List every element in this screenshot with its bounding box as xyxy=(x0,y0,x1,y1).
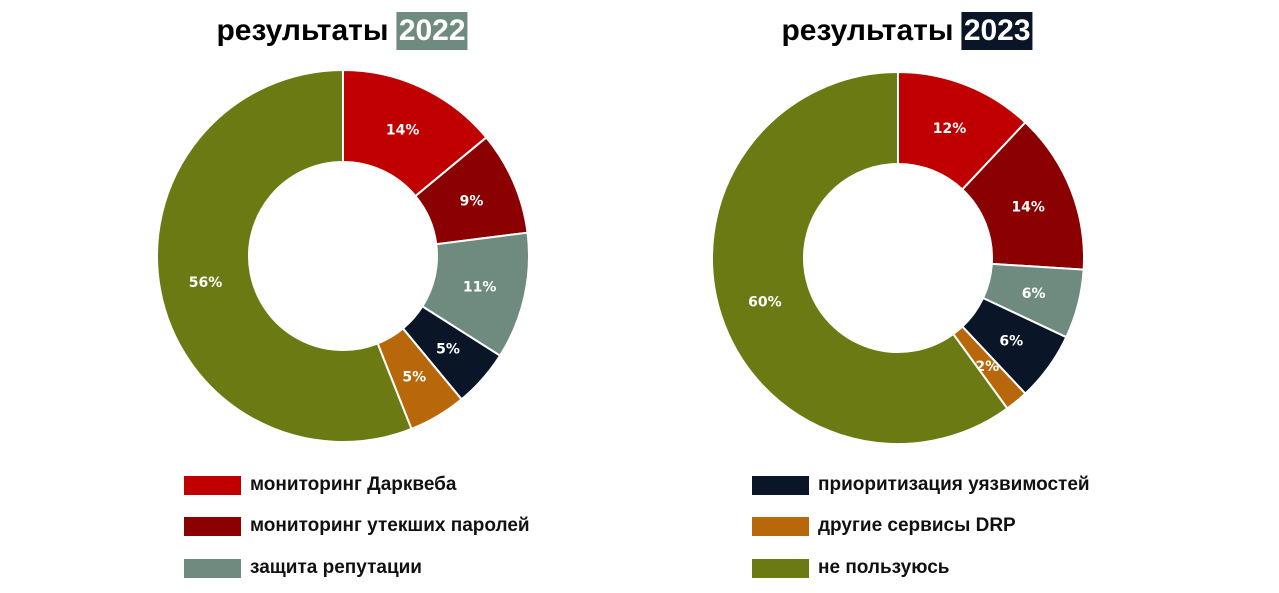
donut-slice xyxy=(711,70,1009,445)
slice-percent-label: 6% xyxy=(1022,286,1046,302)
legend-item-not-using: не пользуюсь xyxy=(752,557,949,579)
slice-percent-label: 2% xyxy=(975,359,999,375)
legend-item-leaked-passwords: мониторинг утекших паролей xyxy=(184,515,530,537)
legend-label: другие сервисы DRP xyxy=(818,515,1016,536)
chart-title-2022: результаты 2022 xyxy=(216,12,468,50)
slice-percent-label: 12% xyxy=(933,121,967,137)
title-prefix: результаты xyxy=(216,14,389,47)
legend-label: мониторинг утекших паролей xyxy=(250,515,530,536)
slice-percent-label: 9% xyxy=(460,193,484,209)
legend-item-other-drp: другие сервисы DRP xyxy=(752,515,1016,537)
legend-swatch xyxy=(752,475,809,495)
legend-label: мониторинг Дарквеба xyxy=(250,474,457,495)
legend-swatch xyxy=(184,516,241,536)
slice-percent-label: 5% xyxy=(436,342,460,358)
donut-chart-2023: 12%14%6%6%2%60% xyxy=(711,70,1085,445)
legend-swatch xyxy=(184,558,241,578)
legend-swatch xyxy=(752,558,809,578)
slice-percent-label: 6% xyxy=(999,333,1023,349)
slice-percent-label: 11% xyxy=(463,280,497,296)
chart-title-2023: результаты 2023 xyxy=(781,12,1033,50)
title-prefix: результаты xyxy=(781,14,954,47)
legend-label: защита репутации xyxy=(250,557,422,578)
slice-percent-label: 14% xyxy=(386,122,420,138)
legend-item-darkweb: мониторинг Дарквеба xyxy=(184,474,456,496)
title-year-badge: 2023 xyxy=(961,12,1033,50)
title-year-badge: 2022 xyxy=(396,12,468,50)
slice-percent-label: 60% xyxy=(748,294,782,310)
legend-item-reputation: защита репутации xyxy=(184,557,422,579)
slice-percent-label: 14% xyxy=(1011,199,1045,215)
legend-item-vuln-prioritization: приоритизация уязвимостей xyxy=(752,474,1090,496)
slice-percent-label: 56% xyxy=(189,275,223,291)
donut-chart-2022: 14% 9% 11% 5% 5% 56% xyxy=(156,68,530,443)
legend-label: приоритизация уязвимостей xyxy=(818,474,1090,495)
donut-slice xyxy=(156,68,413,443)
slice-percent-label: 5% xyxy=(402,370,426,386)
legend-swatch xyxy=(752,516,809,536)
legend-swatch xyxy=(184,475,241,495)
legend-label: не пользуюсь xyxy=(818,557,950,578)
